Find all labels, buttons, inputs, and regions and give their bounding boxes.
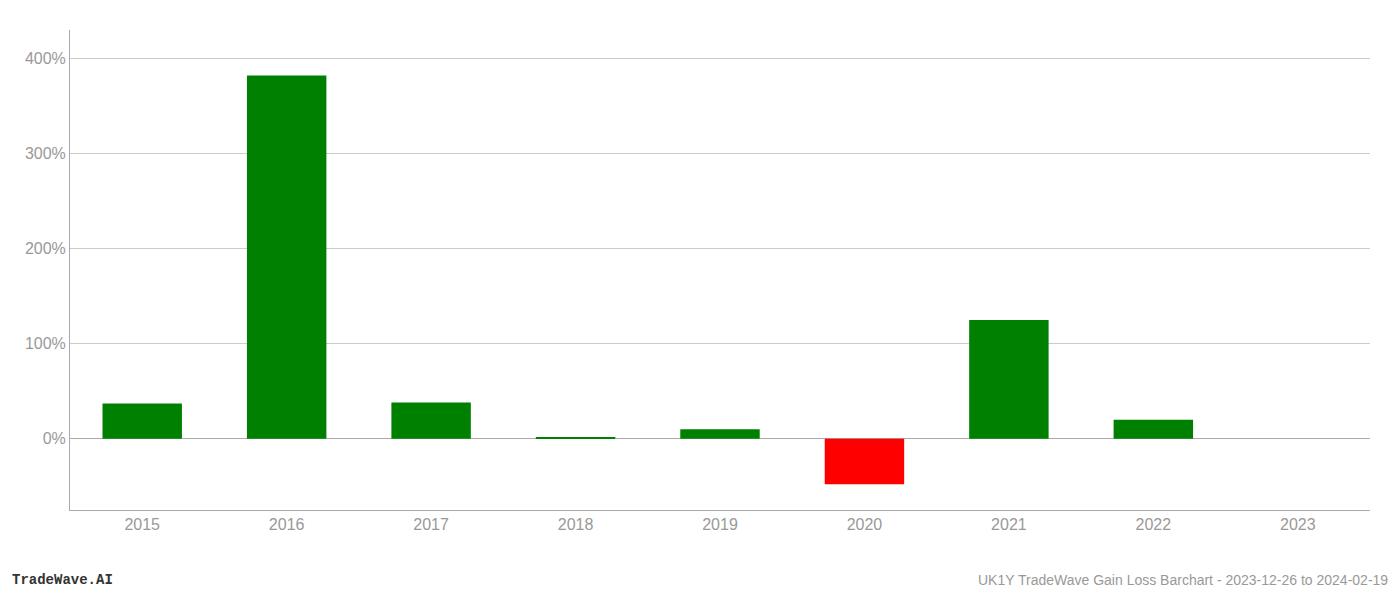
- svg-text:2016: 2016: [269, 516, 305, 533]
- svg-text:400%: 400%: [25, 50, 66, 67]
- svg-text:TradeWave.AI: TradeWave.AI: [12, 572, 113, 588]
- svg-text:0%: 0%: [43, 430, 66, 447]
- svg-text:300%: 300%: [25, 145, 66, 162]
- svg-text:UK1Y TradeWave Gain Loss Barch: UK1Y TradeWave Gain Loss Barchart - 2023…: [978, 572, 1388, 588]
- svg-text:100%: 100%: [25, 335, 66, 352]
- svg-text:2019: 2019: [702, 516, 738, 533]
- svg-text:2022: 2022: [1136, 516, 1172, 533]
- svg-text:2020: 2020: [847, 516, 883, 533]
- svg-text:2015: 2015: [124, 516, 160, 533]
- svg-text:200%: 200%: [25, 240, 66, 257]
- svg-text:2018: 2018: [558, 516, 594, 533]
- svg-text:2017: 2017: [413, 516, 449, 533]
- svg-text:2023: 2023: [1280, 516, 1316, 533]
- svg-text:2021: 2021: [991, 516, 1027, 533]
